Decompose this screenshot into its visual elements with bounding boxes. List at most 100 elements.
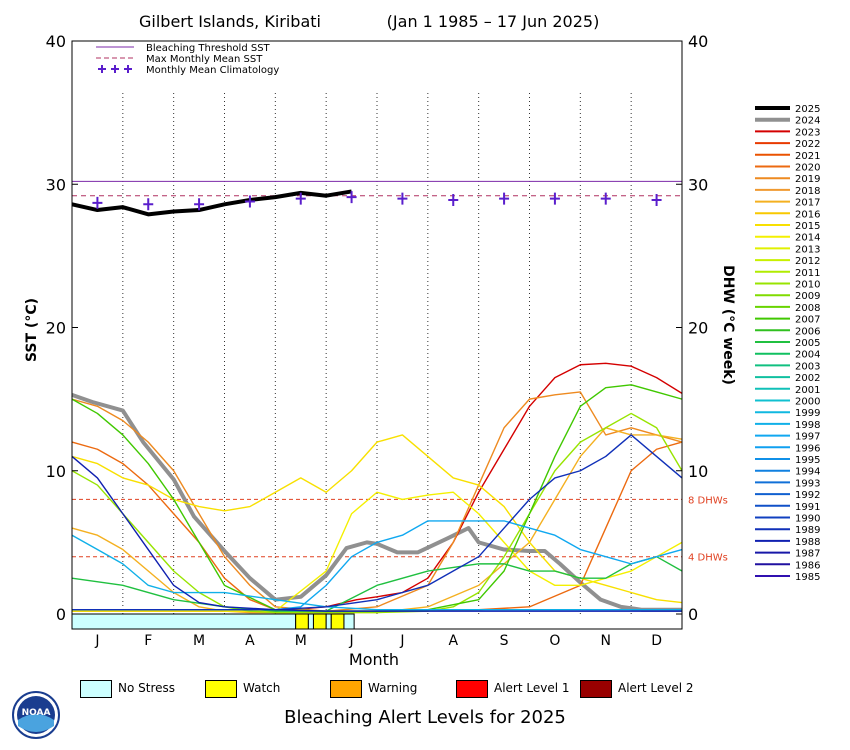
alert-legend-swatch [80,680,112,698]
year-label-2008: 2008 [795,303,820,314]
month-tick-label: N [601,633,611,649]
alert-legend-label: No Stress [118,681,176,695]
year-label-2004: 2004 [795,350,820,361]
year-label-2002: 2002 [795,373,820,384]
year-legend: 2025202420232022202120202019201820172016… [755,104,820,583]
month-tick-label: F [144,633,152,649]
sst-line-2025 [71,189,352,217]
alert-strip-segment [343,613,355,630]
year-label-2023: 2023 [795,127,820,138]
x-axis-label: Month [349,650,399,669]
alert-legend-label: Alert Level 2 [618,681,694,695]
month-gridlines [122,93,632,614]
alert-strip-segment [295,613,309,630]
climatology-marker [346,191,357,204]
climatology-marker [549,192,560,205]
dhw-line-1988 [71,455,682,612]
year-label-2017: 2017 [795,198,820,209]
dhw-line-2007 [71,384,683,612]
year-label-2018: 2018 [795,186,820,197]
alert-title: Bleaching Alert Levels for 2025 [284,707,566,728]
dhw-line-2019 [71,391,683,612]
month-tick-label: O [549,633,560,649]
climatology-marker [244,195,255,208]
year-label-2003: 2003 [795,361,820,372]
year-label-1991: 1991 [795,502,820,513]
year-label-2000: 2000 [795,397,820,408]
dhw-line-2024 [71,392,682,612]
year-label-2024: 2024 [795,116,820,127]
climatology-marker [92,196,103,209]
month-tick-label: A [448,633,458,649]
alert-legend-swatch [330,680,362,698]
alert-strip-segment [307,613,314,630]
noaa-logo-icon: NOAA [12,691,60,739]
legend-climatology-swatch [98,65,106,73]
y-axis-label-right: DHW (°C week) [720,265,736,385]
year-label-1985: 1985 [795,572,820,583]
alert-strip-segment [325,613,332,630]
year-label-2005: 2005 [795,338,820,349]
alert-legend-swatch [205,680,237,698]
y-tick-label-left: 0 [56,605,66,624]
legend-climatology-swatch [111,65,119,73]
dhw-line-2014 [72,491,683,612]
top-legend-label: Bleaching Threshold SST [146,43,271,54]
climatology-marker [194,198,205,211]
dhw-line-1998 [71,534,682,611]
y-tick-label-left: 30 [46,175,66,194]
year-label-2012: 2012 [795,256,820,267]
dhw-threshold-label: 4 DHWs [688,553,728,564]
climatology-marker [499,192,510,205]
chart-title: Gilbert Islands, Kiribati [139,12,321,31]
year-label-1997: 1997 [795,432,820,443]
y-tick-label-left: 20 [46,319,66,338]
year-label-2006: 2006 [795,326,820,337]
year-label-2014: 2014 [795,233,820,244]
year-label-1994: 1994 [795,467,820,478]
axes: 8 DHWs 4 DHWs 0 0 10 10 20 20 30 30 40 40 J F M A M J J A S O… [46,32,728,649]
year-label-1986: 1986 [795,560,820,571]
month-tick-label: S [500,633,509,649]
y-tick-label-right: 30 [688,175,708,194]
month-tick-label: M [193,633,205,649]
alert-strip [71,613,355,630]
climatology-marker [143,198,154,211]
y-tick-label-right: 20 [688,319,708,338]
alert-strip-segment [330,613,345,630]
dhw-line-2010 [71,412,683,614]
year-label-1996: 1996 [795,443,820,454]
year-label-2020: 2020 [795,163,820,174]
alert-legend-label: Watch [243,681,281,695]
year-label-2010: 2010 [795,280,820,291]
noaa-logo-text: NOAA [22,708,51,718]
year-label-1999: 1999 [795,408,820,419]
year-label-1993: 1993 [795,478,820,489]
series-lines [71,189,683,614]
climatology-marker [448,194,459,207]
year-label-2021: 2021 [795,151,820,162]
legend-climatology-swatch [124,65,132,73]
alert-strip-segment [71,613,297,630]
year-label-1992: 1992 [795,490,820,501]
dhw-line-1989 [72,434,683,611]
y-tick-label-left: 40 [46,32,66,51]
month-tick-label: A [245,633,255,649]
y-tick-label-left: 10 [46,462,66,481]
alert-legend-swatch [580,680,612,698]
bleaching-chart: Gilbert Islands, Kiribati (Jan 1 1985 – … [24,12,821,669]
month-tick-label: J [399,633,404,649]
dhw-threshold-label: 8 DHWs [688,495,728,506]
y-tick-label-right: 0 [688,605,698,624]
month-tick-label: D [651,633,662,649]
climatology-marker [651,194,662,207]
year-label-2007: 2007 [795,315,820,326]
year-label-2015: 2015 [795,221,820,232]
alert-legend-swatch [456,680,488,698]
year-label-1989: 1989 [795,525,820,536]
year-label-1988: 1988 [795,537,820,548]
year-label-2019: 2019 [795,174,820,185]
year-label-1987: 1987 [795,549,820,560]
year-label-2011: 2011 [795,268,820,279]
